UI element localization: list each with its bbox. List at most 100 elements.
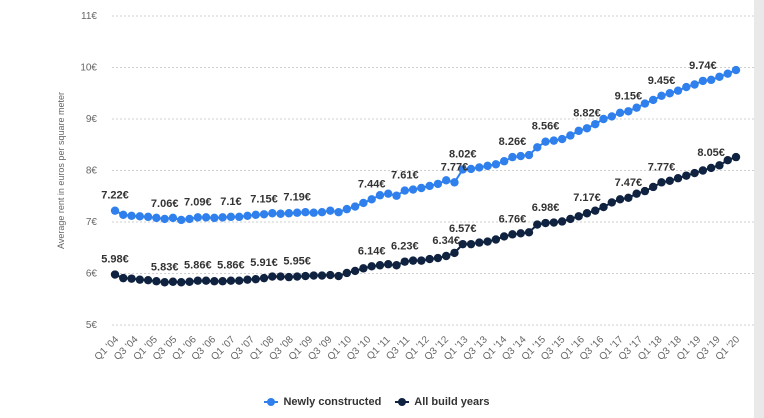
data-point-all-build-years[interactable] [268,272,277,281]
data-point-all-build-years[interactable] [566,214,575,224]
data-point-newly-constructed[interactable] [326,206,335,215]
data-point-all-build-years[interactable] [475,238,484,247]
data-point-newly-constructed[interactable] [177,215,186,225]
data-point-all-build-years[interactable] [292,272,302,281]
data-point-newly-constructed[interactable] [367,195,376,204]
data-point-newly-constructed[interactable] [119,210,128,219]
data-point-all-build-years[interactable] [582,209,592,218]
data-point-all-build-years[interactable] [442,251,451,261]
data-point-newly-constructed[interactable] [491,160,501,169]
data-point-all-build-years[interactable] [574,212,583,221]
data-point-newly-constructed[interactable] [268,209,277,218]
data-point-all-build-years[interactable] [491,235,501,244]
data-point-newly-constructed[interactable] [516,151,525,161]
data-point-all-build-years[interactable] [110,270,120,279]
data-point-all-build-years[interactable] [276,272,285,281]
data-point-newly-constructed[interactable] [731,65,741,75]
data-point-all-build-years[interactable] [458,239,467,249]
data-point-newly-constructed[interactable] [541,137,550,146]
data-point-all-build-years[interactable] [152,277,161,286]
data-point-all-build-years[interactable] [632,189,641,198]
data-point-newly-constructed[interactable] [450,178,459,187]
data-point-all-build-years[interactable] [135,275,145,284]
data-point-all-build-years[interactable] [723,156,732,165]
data-point-all-build-years[interactable] [607,198,616,207]
data-point-all-build-years[interactable] [549,218,559,227]
data-point-newly-constructed[interactable] [160,214,169,224]
data-point-newly-constructed[interactable] [566,131,575,140]
data-point-newly-constructed[interactable] [665,89,674,98]
data-point-newly-constructed[interactable] [210,213,219,223]
data-point-newly-constructed[interactable] [301,208,310,217]
data-point-newly-constructed[interactable] [201,213,211,222]
data-point-all-build-years[interactable] [499,232,509,241]
data-point-newly-constructed[interactable] [359,198,368,208]
data-point-newly-constructed[interactable] [400,186,409,195]
data-point-newly-constructed[interactable] [615,108,625,118]
data-point-all-build-years[interactable] [433,253,443,263]
data-point-all-build-years[interactable] [624,193,633,202]
data-point-newly-constructed[interactable] [649,95,658,105]
data-point-all-build-years[interactable] [326,270,335,280]
data-point-all-build-years[interactable] [160,278,169,287]
data-point-newly-constructed[interactable] [574,126,583,136]
data-point-newly-constructed[interactable] [342,204,352,214]
data-point-all-build-years[interactable] [243,275,252,284]
data-point-newly-constructed[interactable] [682,82,691,92]
data-point-newly-constructed[interactable] [168,213,178,223]
data-point-newly-constructed[interactable] [243,211,252,221]
data-point-all-build-years[interactable] [226,276,236,285]
data-point-newly-constructed[interactable] [152,213,161,223]
data-point-newly-constructed[interactable] [235,212,244,222]
data-point-newly-constructed[interactable] [475,163,484,172]
data-point-newly-constructed[interactable] [143,212,153,222]
data-point-newly-constructed[interactable] [284,209,294,218]
data-point-all-build-years[interactable] [483,237,492,246]
data-point-newly-constructed[interactable] [110,206,120,215]
data-point-all-build-years[interactable] [284,272,294,282]
data-point-newly-constructed[interactable] [218,213,227,222]
data-point-all-build-years[interactable] [168,277,178,286]
data-point-newly-constructed[interactable] [442,176,451,185]
data-point-all-build-years[interactable] [715,161,724,170]
data-point-all-build-years[interactable] [143,275,153,285]
data-point-newly-constructed[interactable] [433,179,443,189]
data-point-all-build-years[interactable] [301,271,310,281]
data-point-all-build-years[interactable] [649,182,658,192]
data-point-newly-constructed[interactable] [690,80,699,89]
data-point-all-build-years[interactable] [599,202,608,212]
data-point-all-build-years[interactable] [359,264,368,273]
data-point-all-build-years[interactable] [235,276,244,285]
data-point-newly-constructed[interactable] [384,189,393,198]
data-point-all-build-years[interactable] [541,218,550,228]
data-point-newly-constructed[interactable] [607,112,616,121]
data-point-all-build-years[interactable] [591,206,600,215]
data-point-newly-constructed[interactable] [127,211,136,221]
data-point-newly-constructed[interactable] [557,134,567,144]
data-point-all-build-years[interactable] [450,248,459,258]
data-point-all-build-years[interactable] [657,178,666,187]
data-point-newly-constructed[interactable] [723,69,732,78]
data-point-all-build-years[interactable] [508,230,517,239]
data-point-all-build-years[interactable] [127,274,136,283]
data-point-all-build-years[interactable] [342,268,352,278]
data-point-newly-constructed[interactable] [499,157,509,166]
data-point-newly-constructed[interactable] [292,208,302,217]
data-point-all-build-years[interactable] [698,166,708,175]
data-point-newly-constructed[interactable] [698,76,708,86]
data-point-all-build-years[interactable] [682,171,691,180]
data-point-newly-constructed[interactable] [259,210,269,219]
legend-item-newly-constructed[interactable]: Newly constructed [264,396,381,408]
data-point-all-build-years[interactable] [640,186,650,196]
data-point-all-build-years[interactable] [193,276,202,285]
data-point-newly-constructed[interactable] [425,181,434,191]
data-point-newly-constructed[interactable] [185,214,194,224]
data-point-newly-constructed[interactable] [640,99,650,108]
data-point-all-build-years[interactable] [251,274,260,284]
data-point-all-build-years[interactable] [516,229,525,238]
data-point-all-build-years[interactable] [375,261,385,270]
data-point-all-build-years[interactable] [533,220,542,229]
data-point-newly-constructed[interactable] [458,165,467,174]
data-point-all-build-years[interactable] [201,276,211,285]
data-point-newly-constructed[interactable] [582,124,592,133]
